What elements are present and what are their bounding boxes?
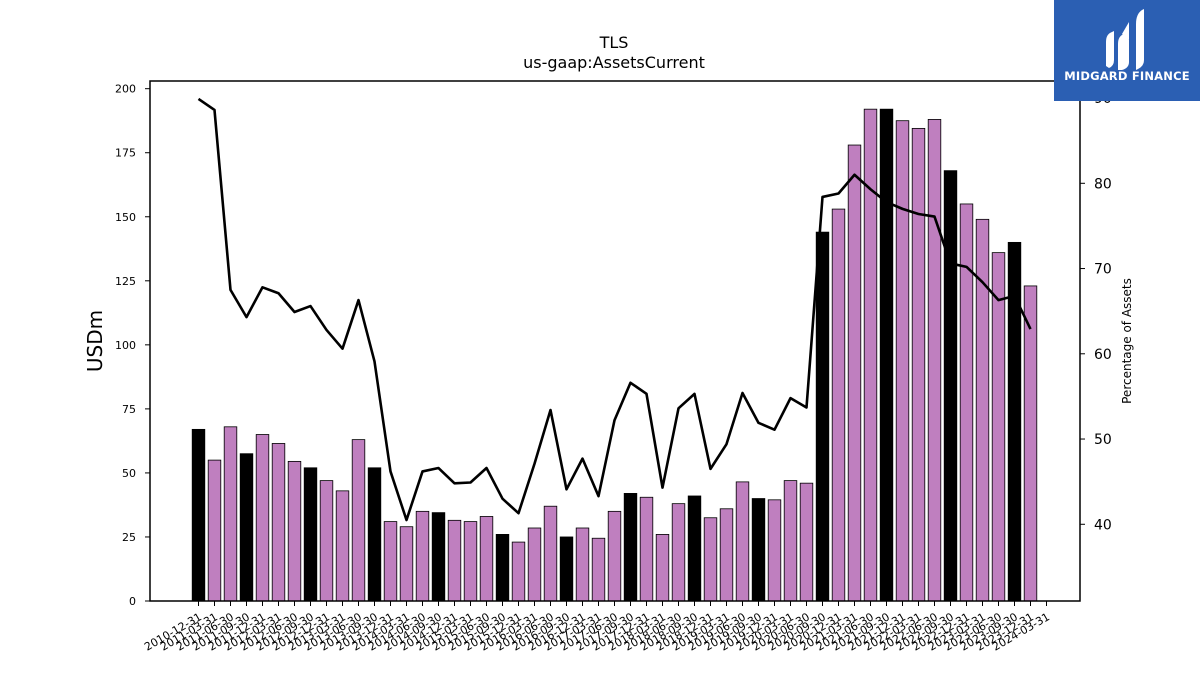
percentage-line — [197, 97, 1032, 522]
bar-2010-12-31 — [191, 428, 206, 602]
bar-2012-09-30 — [303, 467, 318, 602]
y-tick-label-125: 125 — [115, 275, 136, 288]
bar-2014-06-30 — [415, 510, 430, 602]
bar-2013-03-31 — [335, 490, 350, 602]
bar-2016-09-30 — [559, 536, 574, 602]
percentage-line-series — [197, 97, 1032, 522]
bar-2013-06-30 — [351, 439, 366, 602]
bar-2022-12-31 — [959, 203, 974, 602]
bar-2011-03-31 — [207, 459, 222, 602]
y2-tick-label-80: 80 — [1094, 176, 1112, 192]
bar-2016-03-31 — [527, 527, 542, 602]
bar-2018-06-30 — [671, 503, 686, 602]
bar-series — [191, 108, 1038, 602]
bar-2012-12-31 — [319, 480, 334, 602]
bar-2023-06-30 — [991, 252, 1006, 602]
bar-2011-09-30 — [239, 453, 254, 602]
bar-2015-03-31 — [463, 521, 478, 602]
bar-2017-03-31 — [591, 537, 606, 602]
y-tick-label-50: 50 — [122, 467, 136, 480]
bar-2020-03-31 — [783, 480, 798, 602]
bar-2014-09-30 — [431, 512, 446, 602]
bar-2018-12-31 — [703, 517, 718, 602]
bar-2019-03-31 — [719, 508, 734, 602]
left-y-axis: 0 25 50 75 100 125 150 175 200 — [115, 83, 150, 608]
y-axis-label: USDm — [83, 310, 107, 372]
bar-2012-03-31 — [271, 443, 286, 602]
y-tick-label-75: 75 — [122, 403, 136, 416]
logo-text: MIDGARD FINANCE — [1064, 69, 1190, 83]
y2-tick-label-40: 40 — [1094, 517, 1112, 533]
bar-2017-09-30 — [623, 493, 638, 602]
bar-2015-12-31 — [511, 541, 526, 602]
bar-2023-12-31 — [1023, 285, 1038, 602]
chart-title: TLS — [599, 33, 629, 52]
bar-2022-06-30 — [927, 119, 942, 602]
bar-2011-12-31 — [255, 434, 270, 602]
bar-2018-03-31 — [655, 534, 670, 602]
bar-2020-09-30 — [815, 231, 830, 602]
y2-tick-label-60: 60 — [1094, 347, 1112, 363]
bar-2020-12-31 — [831, 208, 846, 602]
bar-2015-06-30 — [479, 516, 494, 602]
bar-2018-09-30 — [687, 495, 702, 602]
bar-2013-12-31 — [383, 521, 398, 602]
midgard-finance-logo: MIDGARD FINANCE — [1054, 0, 1200, 101]
chart-subtitle: us-gaap:AssetsCurrent — [523, 53, 705, 72]
y2-tick-label-50: 50 — [1094, 432, 1112, 448]
y2-tick-label-70: 70 — [1094, 262, 1112, 278]
bar-2013-09-30 — [367, 467, 382, 602]
y-tick-label-0: 0 — [129, 595, 136, 608]
y-tick-label-25: 25 — [122, 531, 136, 544]
bar-2021-09-30 — [879, 108, 894, 602]
bar-2014-12-31 — [447, 519, 462, 602]
bar-2019-09-30 — [751, 498, 766, 602]
bar-2019-06-30 — [735, 481, 750, 602]
y-tick-label-100: 100 — [115, 339, 136, 352]
bar-2019-12-31 — [767, 499, 782, 602]
bar-2012-06-30 — [287, 460, 302, 602]
bar-2021-06-30 — [863, 108, 878, 602]
bar-2014-03-31 — [399, 526, 414, 602]
bar-2017-06-30 — [607, 510, 622, 602]
logo-mark-icon — [1106, 9, 1144, 70]
bar-2011-06-30 — [223, 426, 238, 602]
bar-2021-03-31 — [847, 144, 862, 602]
bar-2016-06-30 — [543, 505, 558, 602]
x-axis: 2010-12-312011-03-312011-06-302011-09-30… — [142, 601, 1052, 654]
y2-axis-label: Percentage of Assets — [1120, 278, 1134, 404]
y-tick-label-175: 175 — [115, 147, 136, 160]
bar-2017-12-31 — [639, 496, 654, 602]
y-tick-label-200: 200 — [115, 83, 136, 96]
bar-2015-09-30 — [495, 534, 510, 602]
bar-2020-06-30 — [799, 482, 814, 602]
y-tick-label-150: 150 — [115, 211, 136, 224]
bar-2022-03-31 — [911, 127, 926, 602]
bar-2022-09-30 — [943, 170, 958, 602]
bar-2016-12-31 — [575, 527, 590, 602]
right-y-axis: 405060708090 — [1080, 91, 1112, 533]
bar-2021-12-31 — [895, 120, 910, 602]
